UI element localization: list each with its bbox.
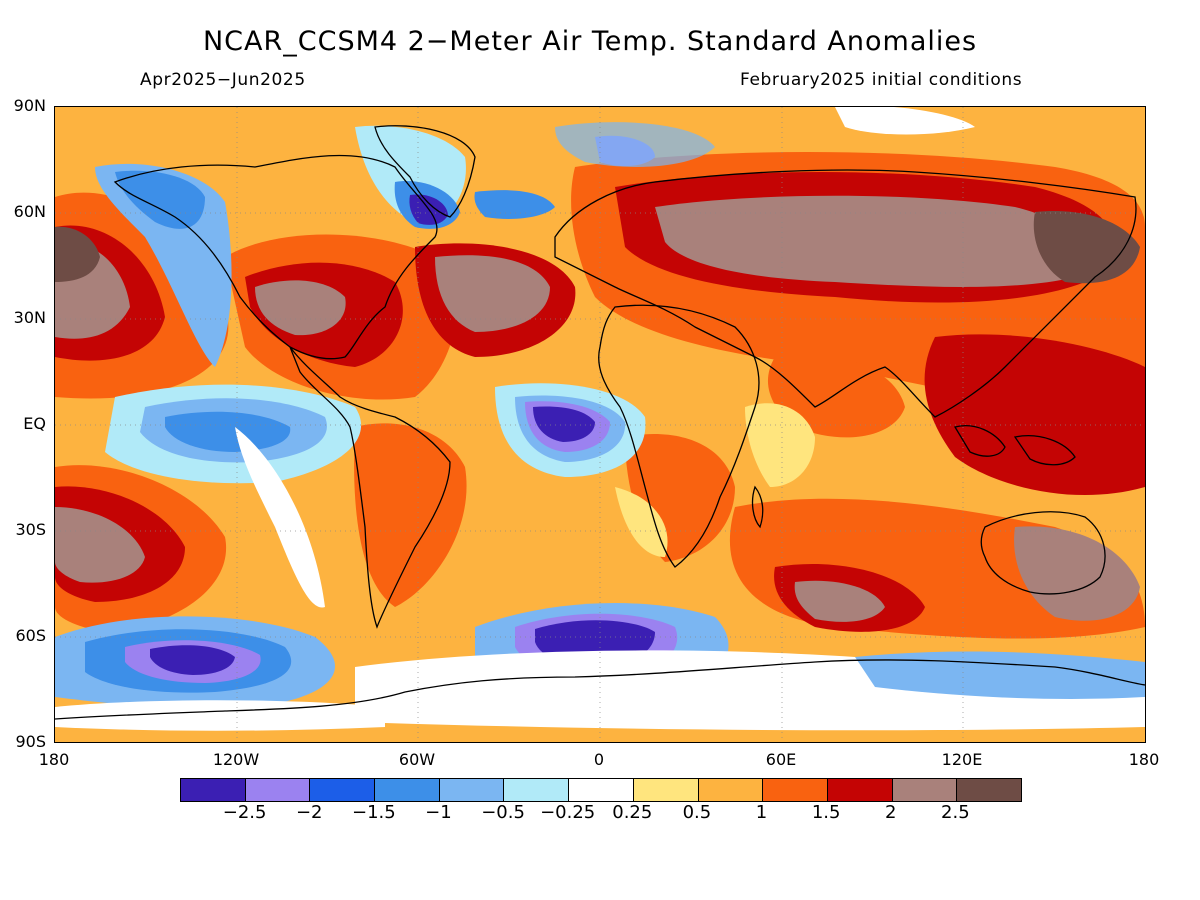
lon-label: 180: [1128, 750, 1160, 769]
legend-swatch: [957, 779, 1021, 801]
legend-label: −1: [425, 802, 452, 823]
lat-label: 30S: [15, 520, 46, 539]
legend-label: 2: [885, 802, 897, 823]
legend-swatch: [439, 779, 505, 801]
legend-label: 1.5: [811, 802, 841, 823]
legend-swatch: [504, 779, 570, 801]
legend-label: 0.5: [682, 802, 712, 823]
legend-label: 0.25: [612, 802, 653, 823]
legend-swatch: [310, 779, 376, 801]
anomaly-map: [54, 106, 1146, 743]
legend-label: −0.25: [540, 802, 596, 823]
lat-label: 60S: [15, 626, 46, 645]
legend-swatch: [698, 779, 764, 801]
lat-label: EQ: [23, 414, 46, 433]
lat-label: 60N: [13, 202, 46, 221]
lon-label: 120E: [941, 750, 983, 769]
lat-label: 90N: [13, 96, 46, 115]
lon-label: 0: [593, 750, 605, 769]
legend-swatch: [633, 779, 699, 801]
legend-label: −2.5: [222, 802, 267, 823]
legend-swatch: [827, 779, 893, 801]
legend-swatch: [569, 779, 634, 801]
forecast-period: Apr2025−Jun2025: [140, 70, 306, 90]
lon-label: 60W: [398, 750, 436, 769]
lon-label: 180: [38, 750, 70, 769]
legend-swatch: [181, 779, 246, 801]
lon-label: 60E: [765, 750, 797, 769]
legend-label: 1: [755, 802, 768, 823]
legend-swatch: [375, 779, 440, 801]
legend-label: −0.5: [481, 802, 525, 823]
map-title: NCAR_CCSM4 2−Meter Air Temp. Standard An…: [202, 26, 978, 57]
legend-swatch: [763, 779, 828, 801]
legend-swatch: [245, 779, 311, 801]
lat-label: 30N: [13, 308, 46, 327]
legend-label: −2: [295, 802, 323, 823]
lat-label: 90S: [15, 732, 46, 751]
legend-label: 2.5: [941, 802, 970, 823]
color-legend: [180, 778, 1022, 802]
legend-label: −1.5: [351, 802, 396, 823]
initial-conditions: February2025 initial conditions: [740, 70, 1023, 90]
lon-label: 120W: [212, 750, 260, 769]
anomaly-field: [55, 107, 1145, 742]
legend-swatch: [892, 779, 958, 801]
